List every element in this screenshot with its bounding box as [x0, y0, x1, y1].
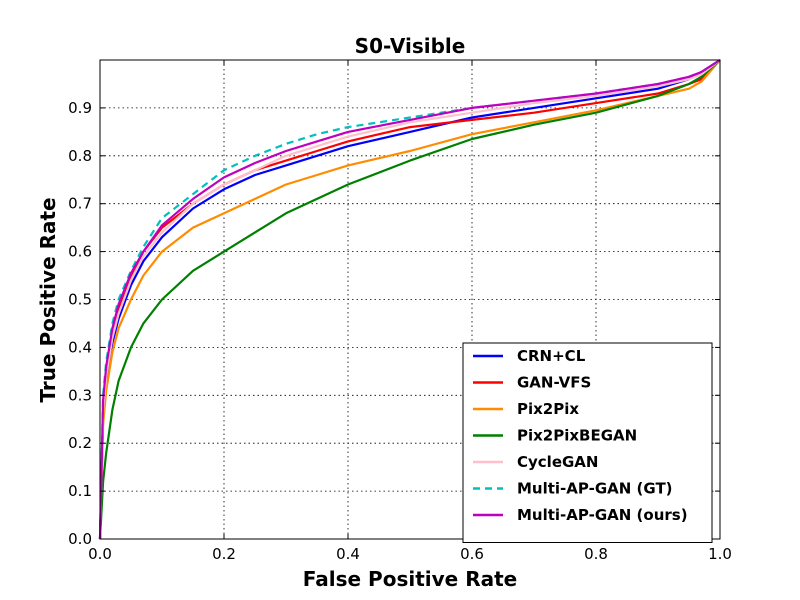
legend: CRN+CL GAN-VFS Pix2Pix Pix2PixBEGAN CycleGAN… — [462, 342, 713, 543]
x-tick-label: 0.6 — [460, 545, 484, 563]
legend-box — [462, 342, 713, 543]
y-tick-label: 0.0 — [68, 530, 92, 548]
y-tick-label: 0.8 — [68, 147, 92, 165]
y-tick-label: 0.2 — [68, 434, 92, 452]
series-line-cyclegan — [98, 59, 721, 540]
series-line-multi-ap-gan-ours — [98, 59, 721, 540]
y-tick-label: 0.5 — [68, 291, 92, 309]
legend-label: GAN-VFS — [517, 374, 591, 392]
axis-ticks: 0.0 0.2 0.4 0.6 0.8 1.0 0.0 0.1 0.2 0.3 0.4 0.5 0.6 0… — [68, 60, 732, 563]
legend-label: CRN+CL — [517, 347, 586, 365]
y-tick-label: 0.6 — [68, 243, 92, 261]
x-tick-label: 0.8 — [584, 545, 608, 563]
y-tick-label: 0.3 — [68, 386, 92, 404]
x-tick-label: 0.0 — [88, 545, 112, 563]
x-tick-label: 0.4 — [336, 545, 360, 563]
legend-label: Multi-AP-GAN (GT) — [517, 480, 673, 498]
legend-label: Multi-AP-GAN (ours) — [517, 506, 688, 524]
y-tick-label: 0.7 — [68, 195, 92, 213]
y-tick-label: 0.1 — [68, 482, 92, 500]
series-line-multi-ap-gan-gt — [98, 59, 721, 540]
chart-title: S0-Visible — [355, 34, 466, 58]
x-tick-label: 0.2 — [212, 545, 236, 563]
legend-label: CycleGAN — [517, 453, 598, 471]
x-tick-label: 1.0 — [708, 545, 732, 563]
y-axis-title: True Positive Rate — [36, 197, 60, 402]
grid — [100, 60, 720, 539]
x-axis-title: False Positive Rate — [303, 567, 517, 591]
legend-label: Pix2PixBEGAN — [517, 427, 637, 445]
y-tick-label: 0.4 — [68, 338, 92, 356]
series-lines — [98, 59, 721, 540]
series-line-pix2pix — [98, 59, 721, 540]
series-line-pix2pixbegan — [98, 59, 721, 540]
series-line-gan-vfs — [98, 59, 721, 540]
y-tick-label: 0.9 — [68, 99, 92, 117]
series-line-crn-cl — [98, 59, 721, 540]
legend-label: Pix2Pix — [517, 400, 579, 418]
